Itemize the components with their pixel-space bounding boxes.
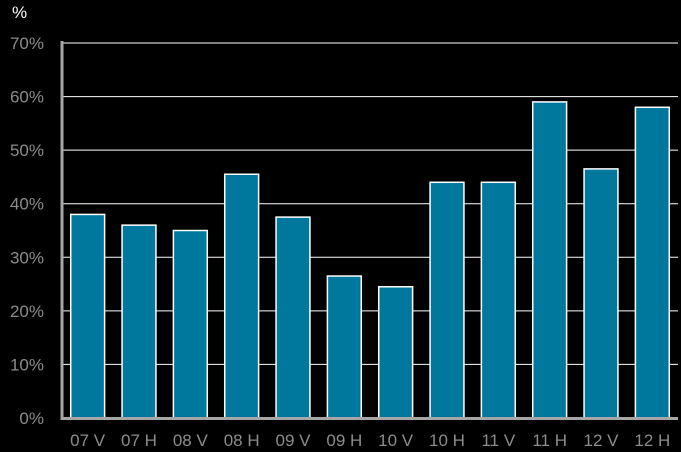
x-category-label: 11 V	[481, 431, 515, 450]
x-category-label: 10 V	[378, 431, 414, 450]
x-category-label: 08 H	[224, 431, 260, 450]
bar-11-v	[480, 181, 517, 419]
x-category-label: 07 V	[70, 431, 106, 450]
gridlines	[62, 42, 678, 365]
bar-12-v	[583, 168, 619, 419]
x-category-label: 12 V	[584, 431, 620, 450]
bar-09-v	[275, 216, 311, 419]
x-category-label: 09 H	[326, 431, 362, 450]
y-tick-label: 70%	[10, 34, 44, 53]
x-category-label: 08 V	[173, 431, 209, 450]
axes	[60, 41, 678, 420]
bar-10-v	[377, 286, 414, 419]
x-category-label: 12 H	[634, 431, 670, 450]
x-category-label: 07 H	[121, 431, 157, 450]
y-tick-label: 0%	[19, 409, 44, 428]
bar-11-h	[531, 101, 568, 419]
bar-07-h	[121, 224, 157, 419]
bar-08-h	[223, 173, 260, 419]
y-tick-label: 10%	[10, 355, 44, 374]
y-tick-label: 40%	[10, 195, 44, 214]
y-axis-unit-label: %	[12, 3, 27, 22]
bars	[69, 101, 671, 419]
y-tick-label: 50%	[10, 141, 44, 160]
y-tick-label: 30%	[10, 248, 44, 267]
y-tick-label: 20%	[10, 302, 44, 321]
bar-08-v	[172, 229, 209, 419]
x-category-labels: 07 V 07 H 08 V 08 H 09 V 09 H 10 V 10 H 11 V 11 H…	[70, 431, 670, 450]
y-tick-labels: 0% 10% 20% 30% 40% 50% 60% 70%	[10, 34, 44, 428]
x-category-label: 10 H	[429, 431, 465, 450]
x-category-label: 11 H	[532, 431, 567, 450]
x-category-label: 09 V	[276, 431, 312, 450]
bar-07-v	[69, 213, 106, 419]
bar-09-h	[326, 275, 363, 419]
bar-10-h	[429, 181, 465, 419]
y-tick-label: 60%	[10, 88, 44, 107]
bar-12-h	[634, 106, 671, 419]
